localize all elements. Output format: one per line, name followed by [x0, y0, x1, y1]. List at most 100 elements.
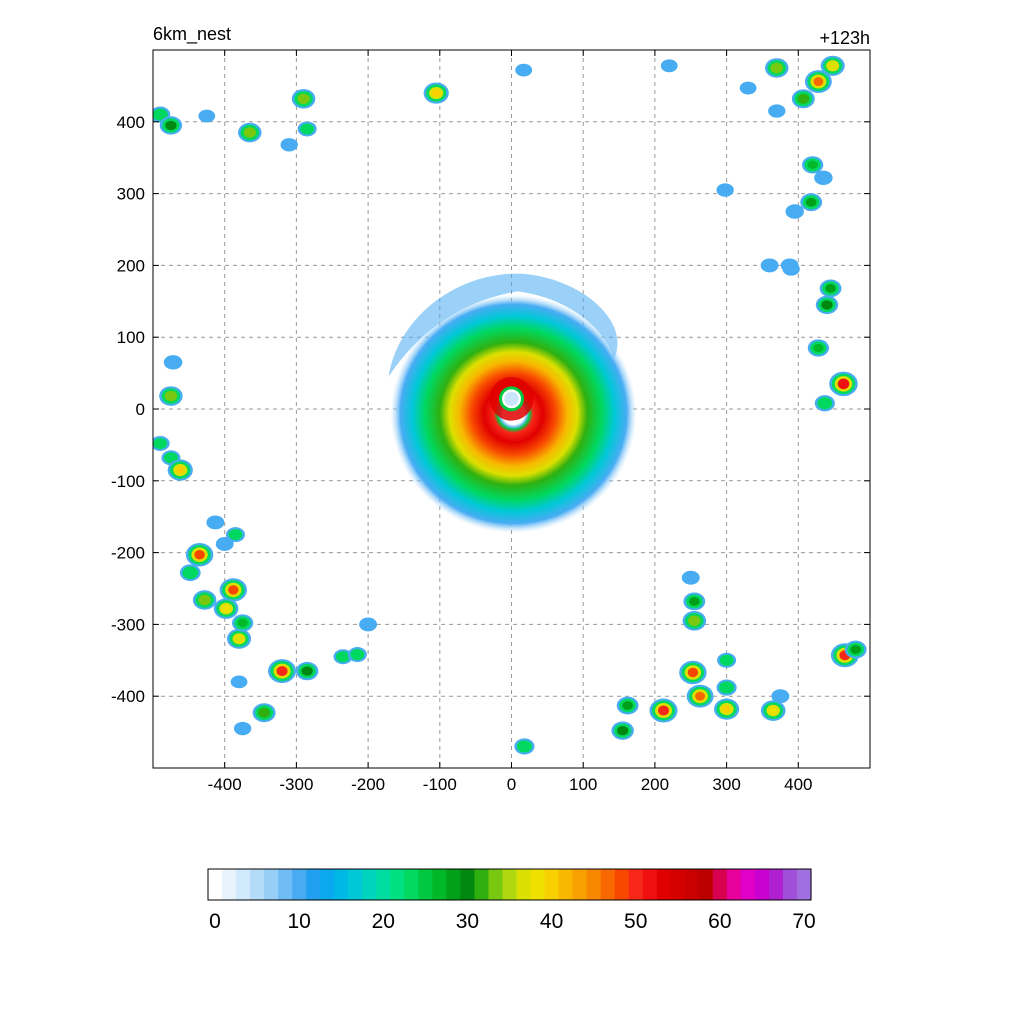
colorbar-swatch	[656, 869, 672, 900]
convective-cell	[163, 355, 183, 370]
cell-inner	[301, 666, 313, 676]
y-tick-label: -200	[111, 544, 145, 563]
convective-cell	[514, 738, 535, 755]
convective-cell	[423, 82, 449, 104]
colorbar-swatch	[600, 869, 616, 900]
convective-cell	[802, 156, 824, 174]
colorbar-swatch	[572, 869, 588, 900]
colorbar: 0 10 20 30 40 50 60 70	[207, 868, 816, 933]
convective-cell	[225, 527, 245, 543]
convective-cell	[660, 59, 678, 73]
y-tick-label: 300	[117, 185, 145, 204]
cell-core	[222, 605, 230, 612]
x-tick-label: 100	[569, 775, 597, 794]
cell-core	[687, 667, 699, 678]
cell-core	[228, 585, 239, 595]
cell-core	[658, 705, 670, 716]
convective-cell	[179, 564, 201, 582]
colorbar-swatch	[334, 869, 349, 900]
colorbar-swatch	[740, 869, 756, 900]
colorbar-swatch	[684, 869, 700, 900]
convective-cell	[785, 204, 804, 219]
x-tick-label: 400	[784, 775, 812, 794]
colorbar-swatch	[754, 869, 770, 900]
colorbar-swatch	[530, 869, 546, 900]
colorbar-swatch	[614, 869, 630, 900]
colorbar-swatch	[502, 869, 518, 900]
plot-title-right: +123h	[819, 28, 870, 48]
colorbar-swatch	[250, 869, 265, 900]
colorbar-tick-label: 50	[624, 910, 647, 933]
convective-cell	[159, 386, 183, 406]
cell-outer	[359, 617, 378, 632]
colorbar-swatch	[516, 869, 532, 900]
cell-core	[769, 707, 778, 714]
colorbar-swatch	[404, 869, 419, 900]
convective-cell	[760, 700, 786, 721]
colorbar-swatch	[348, 869, 363, 900]
convective-cell	[268, 659, 297, 684]
storm-eye-core	[504, 391, 519, 406]
cell-inner	[616, 725, 629, 736]
plot-title-left: 6km_nest	[153, 24, 231, 45]
axis-ticks: -400 -300 -200 -100 0 100 200 300 400 -400 -300 -20…	[111, 50, 870, 794]
convective-cell	[231, 614, 254, 632]
cell-mid	[350, 649, 365, 661]
colorbar-swatch	[544, 869, 560, 900]
convective-cell	[829, 371, 858, 397]
cell-inner	[198, 594, 211, 606]
convective-cell	[782, 262, 800, 276]
storm-eyewall	[489, 376, 534, 421]
colorbar-swatch	[628, 869, 644, 900]
colorbar-swatch	[446, 869, 462, 900]
cell-core	[194, 550, 205, 560]
convective-cell	[649, 698, 678, 723]
cell-core	[722, 705, 731, 713]
cell-inner	[688, 597, 700, 606]
outer-rainband	[388, 273, 618, 377]
colorbar-tick-label: 0	[209, 910, 221, 933]
y-tick-label: -100	[111, 472, 145, 491]
cell-mid	[153, 108, 168, 121]
colorbar-swatch	[460, 869, 476, 900]
convective-cell	[252, 703, 276, 723]
cell-mid	[516, 740, 532, 753]
convective-cell	[215, 537, 234, 551]
convective-cell	[807, 339, 830, 357]
cell-inner	[258, 707, 271, 718]
convective-cell	[219, 578, 248, 602]
cell-core	[276, 666, 288, 677]
convective-cell	[206, 515, 225, 530]
x-tick-label: -200	[351, 775, 385, 794]
cell-outer	[230, 675, 248, 689]
colorbar-swatch	[390, 869, 405, 900]
convective-cell	[153, 435, 170, 451]
convective-cell	[814, 170, 833, 186]
convective-cell	[238, 122, 262, 143]
convective-cell	[686, 684, 714, 708]
x-tick-label: -300	[279, 775, 313, 794]
cell-mid	[719, 654, 734, 666]
colorbar-swatch	[292, 869, 307, 900]
convective-cell	[679, 660, 707, 685]
colorbar-frame	[207, 868, 812, 901]
convective-cell	[198, 109, 216, 123]
colorbar-swatch	[726, 869, 742, 900]
y-tick-label: 0	[136, 400, 145, 419]
cell-inner	[688, 615, 701, 627]
convective-cell	[295, 661, 319, 681]
convective-cell	[804, 70, 832, 94]
colorbar-swatch	[362, 869, 377, 900]
colorbar-tick-label: 60	[708, 910, 731, 933]
cell-outer	[215, 537, 234, 551]
cell-outer	[163, 355, 183, 370]
convective-cell	[819, 279, 842, 298]
cell-outer	[660, 59, 678, 73]
y-tick-label: 200	[117, 256, 145, 275]
cell-inner	[243, 127, 257, 138]
convective-cell	[714, 698, 740, 720]
colorbar-tick-label: 70	[792, 910, 815, 933]
convective-cell	[765, 58, 789, 78]
cell-outer	[681, 570, 700, 585]
